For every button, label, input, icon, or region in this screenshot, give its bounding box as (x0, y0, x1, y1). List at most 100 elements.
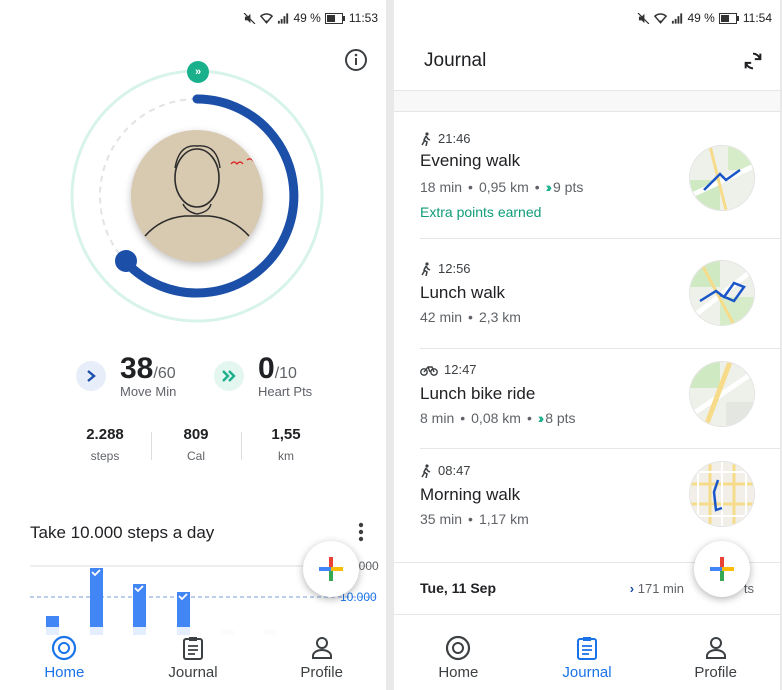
header-divider (394, 90, 780, 91)
double-chevron-icon (214, 360, 244, 391)
entry-distance: 0,95 km (478, 179, 529, 195)
sync-icon[interactable] (742, 50, 764, 72)
nav-journal[interactable]: Journal (523, 627, 652, 690)
chart-bar (133, 584, 146, 635)
avatar[interactable] (131, 130, 263, 262)
wifi-icon (653, 12, 667, 24)
home-icon (446, 635, 471, 661)
entry-meta: 35 min • 1,17 km (420, 511, 529, 527)
day-minutes-text: 171 min (637, 581, 684, 596)
avatar-sketch (131, 130, 263, 262)
divider (241, 432, 242, 460)
divider (151, 432, 152, 460)
add-fab[interactable] (694, 541, 750, 597)
entry-duration: 42 min (420, 309, 463, 325)
entry-meta: 8 min • 0,08 km • ›› 8 pts (420, 410, 576, 426)
steps-unit: steps (90, 449, 120, 463)
chevron-right-icon: › (629, 581, 635, 596)
double-chevron-icon: ›› (545, 179, 553, 195)
entry-meta: 42 min • 2,3 km (420, 309, 521, 325)
entry-time-text: 08:47 (438, 463, 471, 478)
battery-percent: 49 % (293, 11, 321, 25)
divider (394, 111, 780, 112)
more-vert-icon[interactable] (358, 522, 364, 542)
route-map-thumbnail[interactable] (690, 462, 754, 526)
add-fab[interactable] (303, 541, 359, 597)
entry-duration: 18 min (420, 179, 463, 195)
profile-icon (705, 637, 726, 659)
bottom-navigation: Home Journal Profile (0, 627, 386, 690)
entry-time: 12:47 (420, 362, 477, 377)
steps-stat: 2.288 steps (70, 426, 140, 463)
journal-entry[interactable]: 12:47 Lunch bike ride 8 min • 0,08 km • ››… (394, 352, 780, 452)
move-minutes-metric[interactable]: 38/60 Move Min (76, 352, 176, 399)
entry-points: 9 pts (552, 179, 584, 195)
entry-time-text: 12:47 (444, 362, 477, 377)
nav-home-label: Home (44, 664, 85, 681)
nav-profile-label: Profile (694, 664, 737, 681)
route-map-thumbnail[interactable] (690, 146, 754, 210)
entry-time-text: 12:56 (438, 261, 471, 276)
nav-profile[interactable]: Profile (651, 627, 780, 690)
nav-journal-label: Journal (168, 664, 218, 681)
battery-icon (718, 12, 739, 24)
journal-entry[interactable]: 12:56 Lunch walk 42 min • 2,3 km (394, 248, 780, 348)
divider (394, 562, 780, 563)
clock: 11:53 (348, 11, 378, 25)
heart-points-label: Heart Pts (258, 384, 313, 399)
check-icon (91, 569, 188, 601)
journal-entry[interactable]: 21:46 Evening walk 18 min • 0,95 km • ›› 9 … (394, 118, 780, 220)
bottom-navigation: Home Journal Profile (394, 627, 780, 690)
journal-screen: 49 % 11:54 Journal 21:46 Evening walk 18… (394, 0, 780, 690)
steps-value: 2.288 (86, 426, 124, 443)
status-bar: 49 % 11:54 (394, 0, 780, 36)
nav-journal-label: Journal (562, 664, 612, 681)
extra-points-note: Extra points earned (420, 204, 542, 220)
journal-entry[interactable]: 08:47 Morning walk 35 min • 1,17 km (394, 452, 780, 552)
entry-distance: 1,17 km (478, 511, 529, 527)
entry-name: Lunch walk (420, 283, 506, 302)
bike-icon (420, 365, 438, 376)
distance-unit: km (278, 449, 294, 463)
scrolled-day-header (394, 91, 780, 111)
route-map-thumbnail[interactable] (690, 362, 754, 426)
move-minutes-label: Move Min (120, 384, 177, 399)
status-bar: 49 % 11:53 (0, 0, 386, 36)
heart-points-value: 0 (258, 352, 275, 385)
divider (420, 238, 780, 239)
heart-points-metric[interactable]: 0/10 Heart Pts (214, 352, 312, 399)
calories-stat: 809 Cal (161, 426, 231, 463)
entry-distance: 0,08 km (471, 410, 521, 426)
chart-goal-label: 10.000 (340, 590, 377, 604)
wifi-icon (259, 12, 273, 24)
move-minutes-goal: /60 (153, 365, 176, 382)
distance-value: 1,55 (271, 426, 301, 443)
divider (420, 448, 780, 449)
nav-journal[interactable]: Journal (129, 627, 258, 690)
double-chevron-icon: ›› (537, 410, 545, 426)
nav-home[interactable]: Home (0, 627, 129, 690)
route-map-thumbnail[interactable] (690, 261, 754, 325)
divider (394, 614, 780, 615)
entry-time: 12:56 (420, 261, 471, 276)
nav-home[interactable]: Home (394, 627, 523, 690)
entry-time-text: 21:46 (438, 131, 471, 146)
profile-icon (311, 637, 332, 659)
nav-profile[interactable]: Profile (257, 627, 386, 690)
entry-duration: 8 min (420, 410, 455, 426)
plus-icon (319, 557, 343, 581)
walk-icon (421, 131, 431, 146)
entry-time: 21:46 (420, 131, 471, 146)
entry-time: 08:47 (420, 463, 471, 478)
move-minutes-ring-marker (115, 250, 137, 272)
clock: 11:54 (742, 11, 772, 25)
nav-profile-label: Profile (300, 664, 343, 681)
entry-duration: 35 min (420, 511, 463, 527)
heart-points-ring-marker: » (187, 61, 209, 83)
home-screen: 49 % 11:53 » 38/60 Move Min (0, 0, 386, 690)
goal-card-title: Take 10.000 steps a day (30, 523, 215, 542)
info-icon[interactable] (344, 48, 368, 72)
day-points: ts (743, 581, 754, 596)
day-summary-row[interactable]: Tue, 11 Sep › 171 min ts (394, 572, 780, 608)
journal-header: Journal (394, 36, 780, 90)
